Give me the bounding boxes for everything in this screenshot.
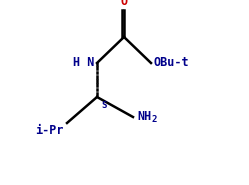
Text: OBu-t: OBu-t (154, 56, 190, 70)
Text: S: S (101, 101, 106, 110)
Text: H N: H N (73, 56, 94, 68)
Text: O: O (121, 0, 127, 8)
Text: 2: 2 (151, 115, 156, 124)
Text: NH: NH (137, 110, 151, 122)
Text: i-Pr: i-Pr (36, 124, 64, 137)
